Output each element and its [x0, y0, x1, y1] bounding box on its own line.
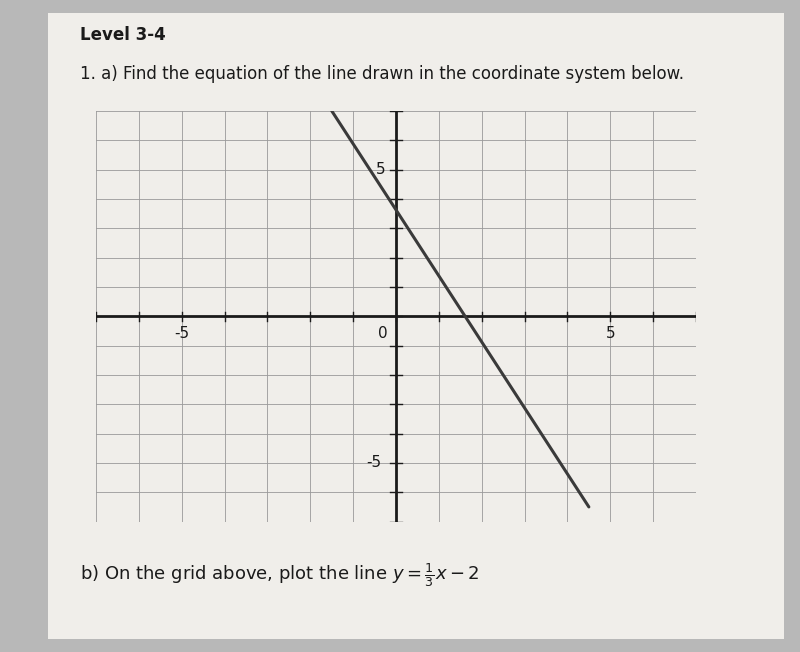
Text: b) On the grid above, plot the line $y = \frac{1}{3}x - 2$: b) On the grid above, plot the line $y =… — [80, 561, 479, 589]
Text: 0: 0 — [378, 327, 387, 342]
Text: -5: -5 — [366, 455, 381, 471]
Text: 5: 5 — [606, 327, 615, 342]
Text: 1. a) Find the equation of the line drawn in the coordinate system below.: 1. a) Find the equation of the line draw… — [80, 65, 684, 83]
Text: -5: -5 — [174, 327, 190, 342]
Text: Level 3-4: Level 3-4 — [80, 26, 166, 44]
Text: 5: 5 — [376, 162, 386, 177]
